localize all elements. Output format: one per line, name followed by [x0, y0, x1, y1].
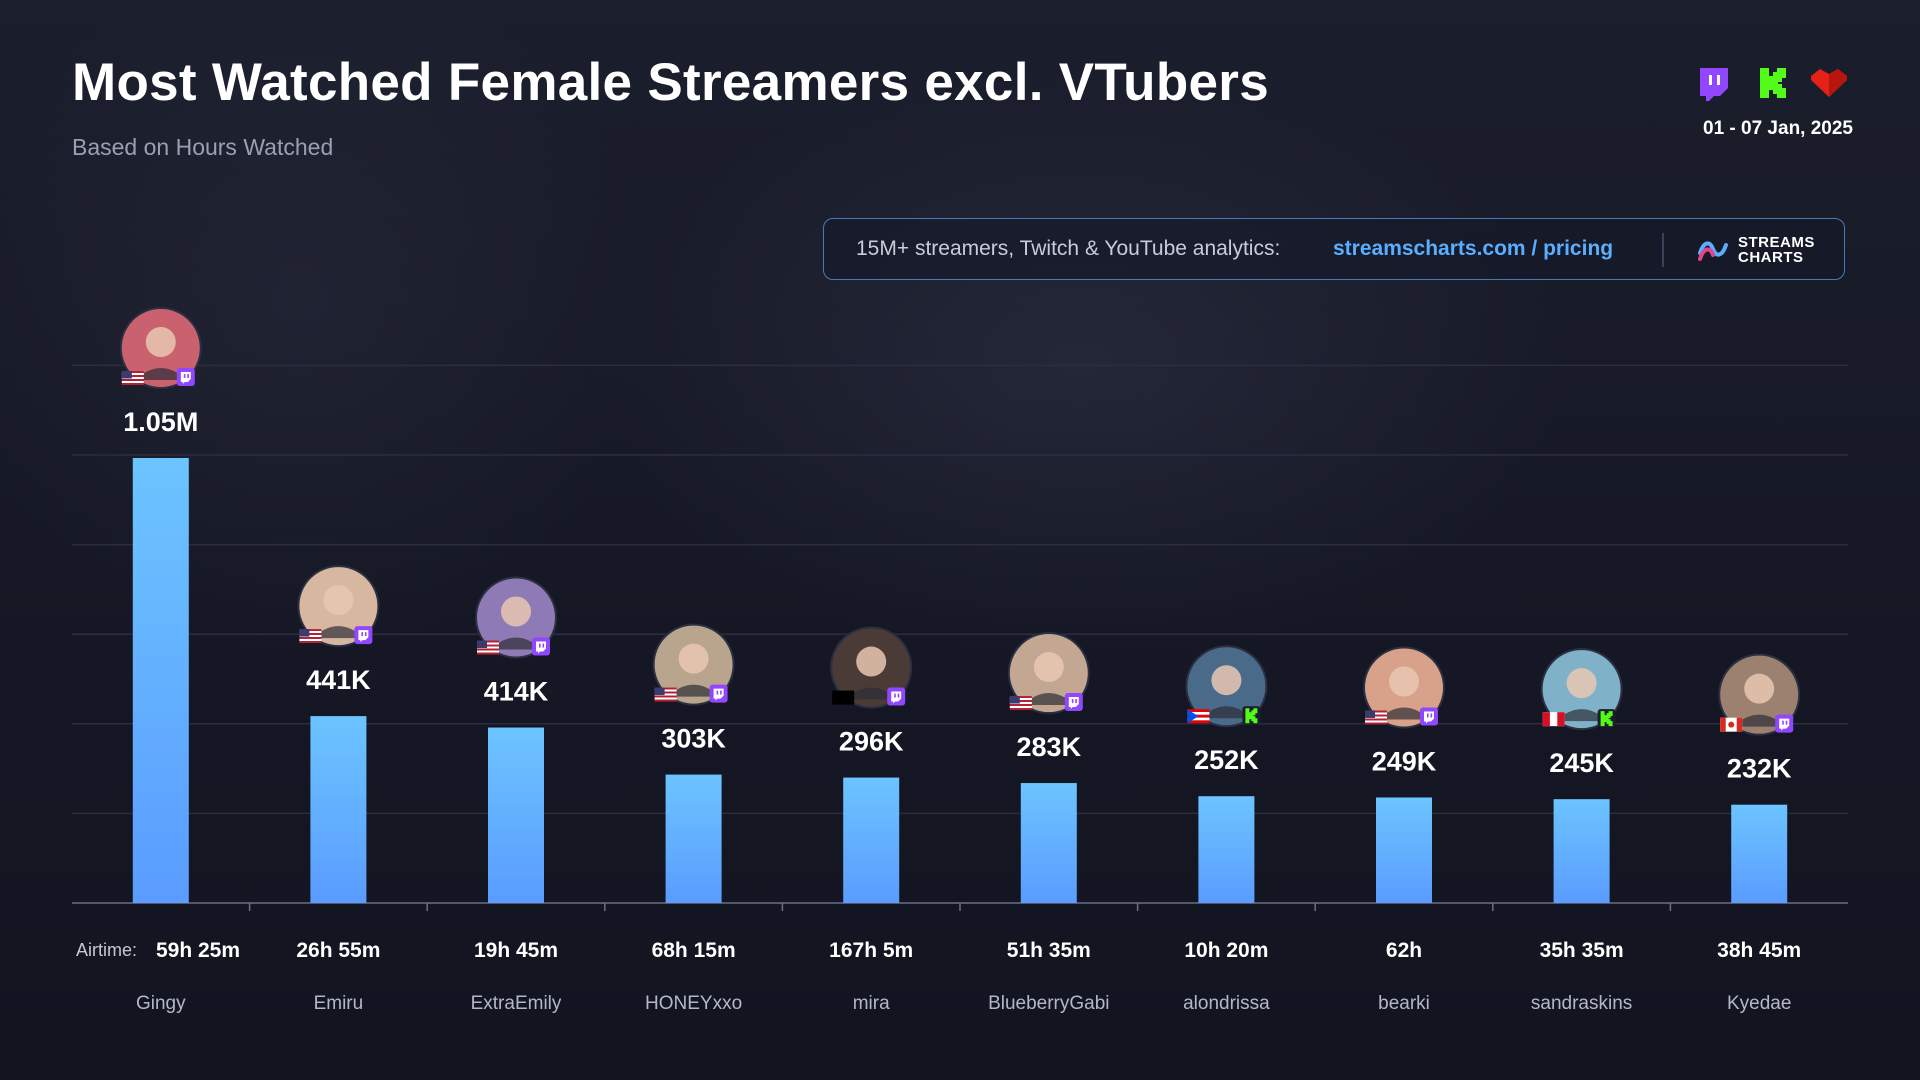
- x-tick-label: HONEYxxo: [645, 993, 742, 1014]
- flag-pe-icon: [1542, 712, 1565, 727]
- airtime-label: Airtime:: [76, 940, 137, 960]
- value-label: 232K: [1727, 754, 1792, 784]
- twitch-badge-icon: [1420, 707, 1438, 726]
- airtime-value: 35h 35m: [1540, 939, 1624, 962]
- promo-link[interactable]: streamscharts.com / pricing: [1333, 237, 1614, 260]
- twitch-badge-icon: [176, 368, 195, 386]
- airtime-value: 19h 45m: [474, 939, 558, 962]
- airtime-value: 10h 20m: [1184, 939, 1268, 962]
- twitch-badge-icon: [1775, 714, 1794, 733]
- bar-BlueberryGabi: [1020, 783, 1077, 903]
- page-title: Most Watched Female Streamers excl. VTub…: [72, 53, 1269, 112]
- value-label: 303K: [661, 724, 726, 754]
- promo-text: 15M+ streamers, Twitch & YouTube analyti…: [856, 237, 1281, 260]
- date-range: 01 - 07 Jan, 2025: [1703, 118, 1853, 139]
- flag-pr-icon: [1187, 709, 1210, 724]
- bar-ExtraEmily: [488, 727, 544, 903]
- flag-ca-icon: [1720, 717, 1743, 732]
- x-tick-label: alondrissa: [1183, 993, 1270, 1014]
- kick-icon: [1760, 68, 1786, 98]
- airtime-value: 38h 45m: [1717, 939, 1801, 962]
- kick-badge-icon: [1242, 706, 1261, 725]
- airtime-value: 62h: [1386, 939, 1422, 962]
- bar-HONEYxxo: [665, 774, 722, 903]
- x-tick-label: Kyedae: [1727, 993, 1791, 1014]
- bar-Emiru: [310, 716, 367, 903]
- x-tick-label: Emiru: [314, 993, 364, 1014]
- value-label: 296K: [839, 727, 904, 757]
- x-tick-label: BlueberryGabi: [988, 993, 1109, 1014]
- platform-icons: [1696, 66, 1856, 112]
- streams-charts-logo-text: STREAMS CHARTS: [1738, 235, 1838, 265]
- page-subtitle: Based on Hours Watched: [72, 134, 334, 160]
- flag-us-icon: [477, 640, 499, 655]
- flag-us-icon: [299, 629, 322, 644]
- value-label: 283K: [1017, 732, 1082, 762]
- twitch-badge-icon: [887, 687, 906, 706]
- value-label: 245K: [1549, 748, 1614, 778]
- flag-unknown-icon: [832, 690, 855, 705]
- airtime-value: 26h 55m: [296, 939, 380, 962]
- flag-us-icon: [1365, 710, 1387, 725]
- twitch-badge-icon: [709, 684, 728, 703]
- bar-bearki: [1376, 797, 1432, 903]
- bar-sandraskins: [1553, 799, 1610, 903]
- flag-us-icon: [654, 687, 677, 702]
- flag-us-icon: [121, 371, 144, 385]
- twitch-badge-icon: [354, 626, 373, 645]
- labels: 1.05M 59h 25m Gingy 441K 26h 55m Emiru 414K 19h…: [76, 307, 1801, 1014]
- airtime-value: 68h 15m: [652, 939, 736, 962]
- streams-charts-logo-icon: [1698, 241, 1728, 261]
- bars: [132, 458, 1788, 903]
- flag-us-icon: [1009, 696, 1032, 711]
- x-tick-label: ExtraEmily: [471, 993, 562, 1014]
- bar-alondrissa: [1198, 796, 1255, 903]
- twitch-badge-icon: [1064, 693, 1083, 712]
- value-label: 252K: [1194, 745, 1259, 775]
- x-tick-label: Gingy: [136, 993, 186, 1014]
- logo-line-1: STREAMS: [1738, 234, 1815, 251]
- youtube-icon: [1811, 69, 1847, 97]
- promo-banner[interactable]: 15M+ streamers, Twitch & YouTube analyti…: [823, 218, 1845, 280]
- x-tick-label: sandraskins: [1531, 993, 1632, 1014]
- bar-Gingy: [132, 458, 189, 903]
- promo-divider: [1662, 233, 1664, 267]
- value-label: 441K: [306, 665, 371, 695]
- twitch-badge-icon: [532, 637, 550, 656]
- logo-line-2: CHARTS: [1738, 249, 1804, 266]
- x-tick-label: bearki: [1378, 993, 1430, 1014]
- x-tick-label: mira: [853, 993, 890, 1014]
- bar-Kyedae: [1731, 804, 1788, 903]
- airtime-value: 59h 25m: [156, 939, 240, 962]
- airtime-value: 51h 35m: [1007, 939, 1091, 962]
- kick-badge-icon: [1597, 709, 1616, 728]
- value-label: 1.05M: [123, 407, 198, 437]
- airtime-value: 167h 5m: [829, 939, 913, 962]
- value-label: 414K: [484, 677, 549, 707]
- twitch-icon: [1700, 68, 1728, 101]
- value-label: 249K: [1372, 746, 1437, 776]
- bar-mira: [843, 777, 900, 903]
